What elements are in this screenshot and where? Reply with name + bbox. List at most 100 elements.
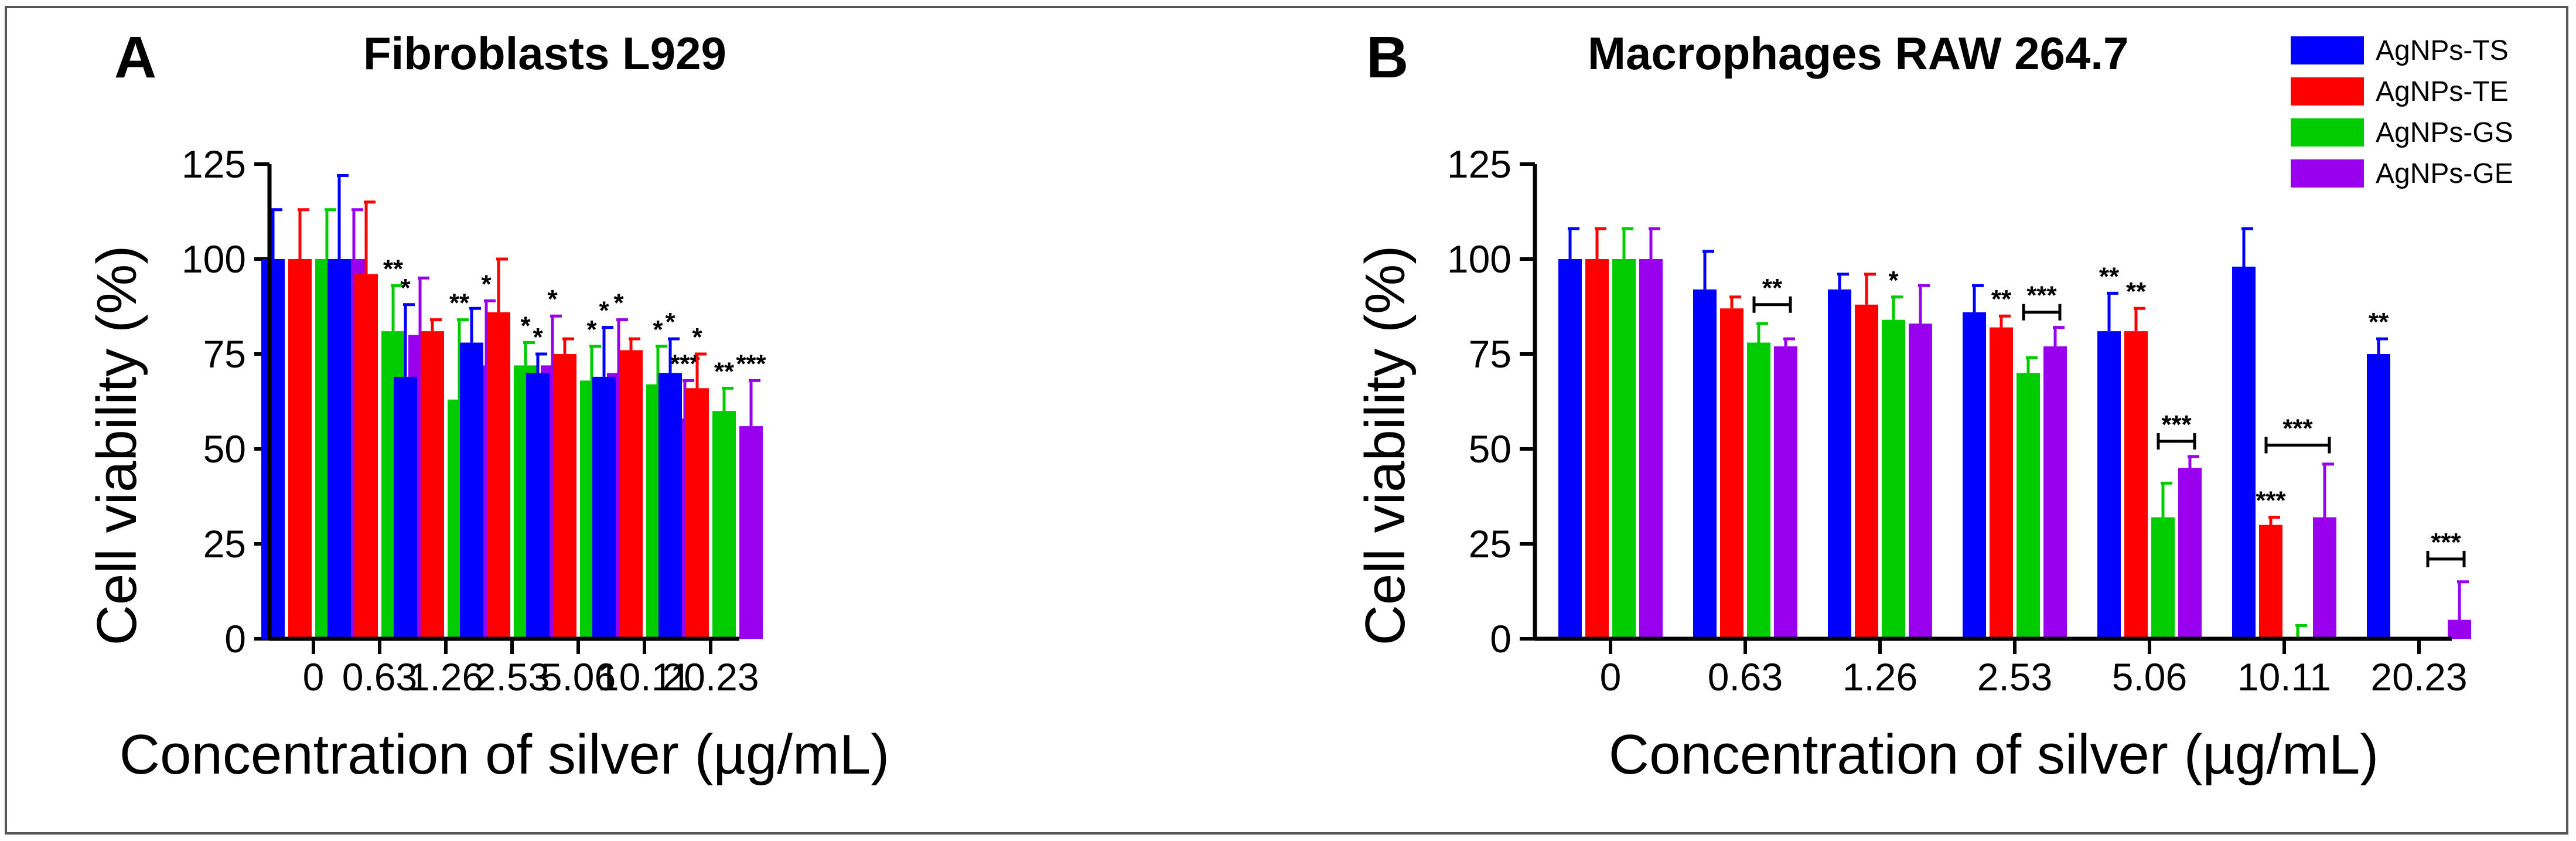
x-tick-label: 0 xyxy=(1600,655,1622,699)
bar-agnps-ge-2.53 xyxy=(2043,346,2067,639)
significance-mark: * xyxy=(1888,266,1899,295)
chart-title-b: Macrophages RAW 264.7 xyxy=(1588,28,2128,79)
legend-swatch-agnps-ge xyxy=(2291,159,2364,188)
significance-mark: * xyxy=(613,289,624,318)
legend-swatch-agnps-gs xyxy=(2291,118,2364,147)
bar-agnps-ge-1.26 xyxy=(1909,324,1932,639)
bar-agnps-te-2.53 xyxy=(1990,327,2013,639)
bar-agnps-ts-10.11 xyxy=(592,376,616,639)
x-tick-label: 0 xyxy=(303,655,325,699)
panel-label-b: B xyxy=(1366,25,1408,90)
bar-agnps-ts-0.63 xyxy=(1693,289,1717,639)
bar-agnps-te-5.06 xyxy=(2124,331,2148,639)
y-tick-label: 100 xyxy=(182,237,246,281)
significance-mark: ** xyxy=(2099,262,2120,291)
bar-agnps-te-0.63 xyxy=(1720,308,1744,639)
x-tick-label: 0.63 xyxy=(1708,655,1783,699)
x-tick-label: 2.53 xyxy=(1977,655,2052,699)
bar-agnps-ts-2.53 xyxy=(460,342,483,639)
bracket-significance-label: *** xyxy=(2161,410,2192,439)
bar-agnps-ts-5.06 xyxy=(526,373,550,639)
y-tick-label: 50 xyxy=(1469,427,1512,471)
legend-swatch-agnps-te xyxy=(2291,77,2364,105)
significance-mark: * xyxy=(692,323,702,352)
bar-agnps-gs-0.63 xyxy=(1747,342,1770,639)
x-tick-label: 0.63 xyxy=(342,655,417,699)
legend-label: AgNPs-GE xyxy=(2376,158,2513,189)
bar-agnps-ts-20.23 xyxy=(658,373,682,639)
significance-mark: * xyxy=(586,315,597,344)
chart-title-a: Fibroblasts L929 xyxy=(363,28,726,79)
bar-agnps-te-2.53 xyxy=(487,312,510,639)
x-tick-label: 5.06 xyxy=(2112,655,2187,699)
x-tick-label: 10.11 xyxy=(2237,655,2331,699)
bar-agnps-ge-10.11 xyxy=(2313,517,2336,639)
bar-agnps-ge-0 xyxy=(1639,259,1663,639)
bar-agnps-ts-0 xyxy=(1558,259,1582,639)
x-tick-label: 2.53 xyxy=(475,655,550,699)
legend-label: AgNPs-TS xyxy=(2376,35,2509,66)
bar-agnps-gs-20.23 xyxy=(712,411,736,639)
bar-agnps-te-0.63 xyxy=(354,274,378,639)
bar-agnps-ge-5.06 xyxy=(2178,468,2202,639)
significance-mark: * xyxy=(520,312,531,341)
x-tick-label: 10.11 xyxy=(598,655,691,699)
y-axis-label-a: Cell viability (%) xyxy=(86,246,148,646)
x-tick-label: 1.26 xyxy=(1843,655,1918,699)
bar-agnps-gs-2.53 xyxy=(2017,373,2040,639)
significance-mark: * xyxy=(400,274,411,302)
y-tick-label: 75 xyxy=(203,332,246,376)
x-axis-label-a: Concentration of silver (µg/mL) xyxy=(120,723,889,786)
x-tick-label: 5.06 xyxy=(541,655,616,699)
y-tick-label: 125 xyxy=(182,142,246,186)
bar-agnps-ts-0.63 xyxy=(327,259,351,639)
y-axis-label-b: Cell viability (%) xyxy=(1354,246,1417,646)
bar-agnps-te-10.11 xyxy=(619,350,643,639)
significance-mark: * xyxy=(653,315,663,344)
panel-label-a: A xyxy=(114,25,156,90)
bar-agnps-gs-1.26 xyxy=(1882,319,1905,639)
significance-mark: ** xyxy=(2126,277,2147,306)
bar-agnps-gs-5.06 xyxy=(2151,517,2175,639)
bar-agnps-ts-5.06 xyxy=(2097,331,2121,639)
significance-mark: ** xyxy=(1991,285,2012,314)
y-tick-label: 0 xyxy=(1490,617,1512,660)
legend-swatch-agnps-ts xyxy=(2291,36,2364,64)
bar-agnps-ge-20.23 xyxy=(2448,619,2471,639)
significance-mark: ** xyxy=(383,254,404,283)
bar-agnps-ge-20.23 xyxy=(739,426,763,639)
bar-agnps-te-1.26 xyxy=(421,331,444,639)
bar-agnps-te-10.11 xyxy=(2259,525,2282,639)
legend-label: AgNPs-TE xyxy=(2376,76,2509,107)
bar-agnps-ts-0 xyxy=(261,259,285,639)
significance-mark: *** xyxy=(2256,486,2286,515)
significance-mark: * xyxy=(547,285,558,314)
bracket-significance-label: *** xyxy=(2282,414,2313,443)
y-tick-label: 25 xyxy=(203,522,246,566)
bar-agnps-gs-0 xyxy=(1612,259,1636,639)
bar-agnps-te-20.23 xyxy=(685,388,709,639)
x-tick-label: 20.23 xyxy=(2370,655,2467,699)
y-tick-label: 50 xyxy=(203,427,246,471)
significance-mark: * xyxy=(481,270,492,298)
x-axis-label-b: Concentration of silver (µg/mL) xyxy=(1609,723,2379,786)
bar-agnps-ts-2.53 xyxy=(1963,312,1986,639)
bar-agnps-ts-20.23 xyxy=(2367,354,2390,639)
bracket-significance-label: *** xyxy=(2026,281,2057,310)
bracket-significance-label: *** xyxy=(2431,528,2461,557)
figure-frame xyxy=(5,6,2568,835)
bar-agnps-te-0 xyxy=(1585,259,1609,639)
y-tick-label: 100 xyxy=(1447,237,1512,281)
x-tick-label: 1.26 xyxy=(408,655,483,699)
bar-agnps-ts-1.26 xyxy=(394,376,417,639)
significance-mark: * xyxy=(599,297,609,325)
significance-mark: * xyxy=(665,308,675,336)
significance-mark: ** xyxy=(2369,308,2389,336)
y-tick-label: 0 xyxy=(224,617,246,660)
y-tick-label: 25 xyxy=(1469,522,1512,566)
y-tick-label: 75 xyxy=(1469,332,1512,376)
